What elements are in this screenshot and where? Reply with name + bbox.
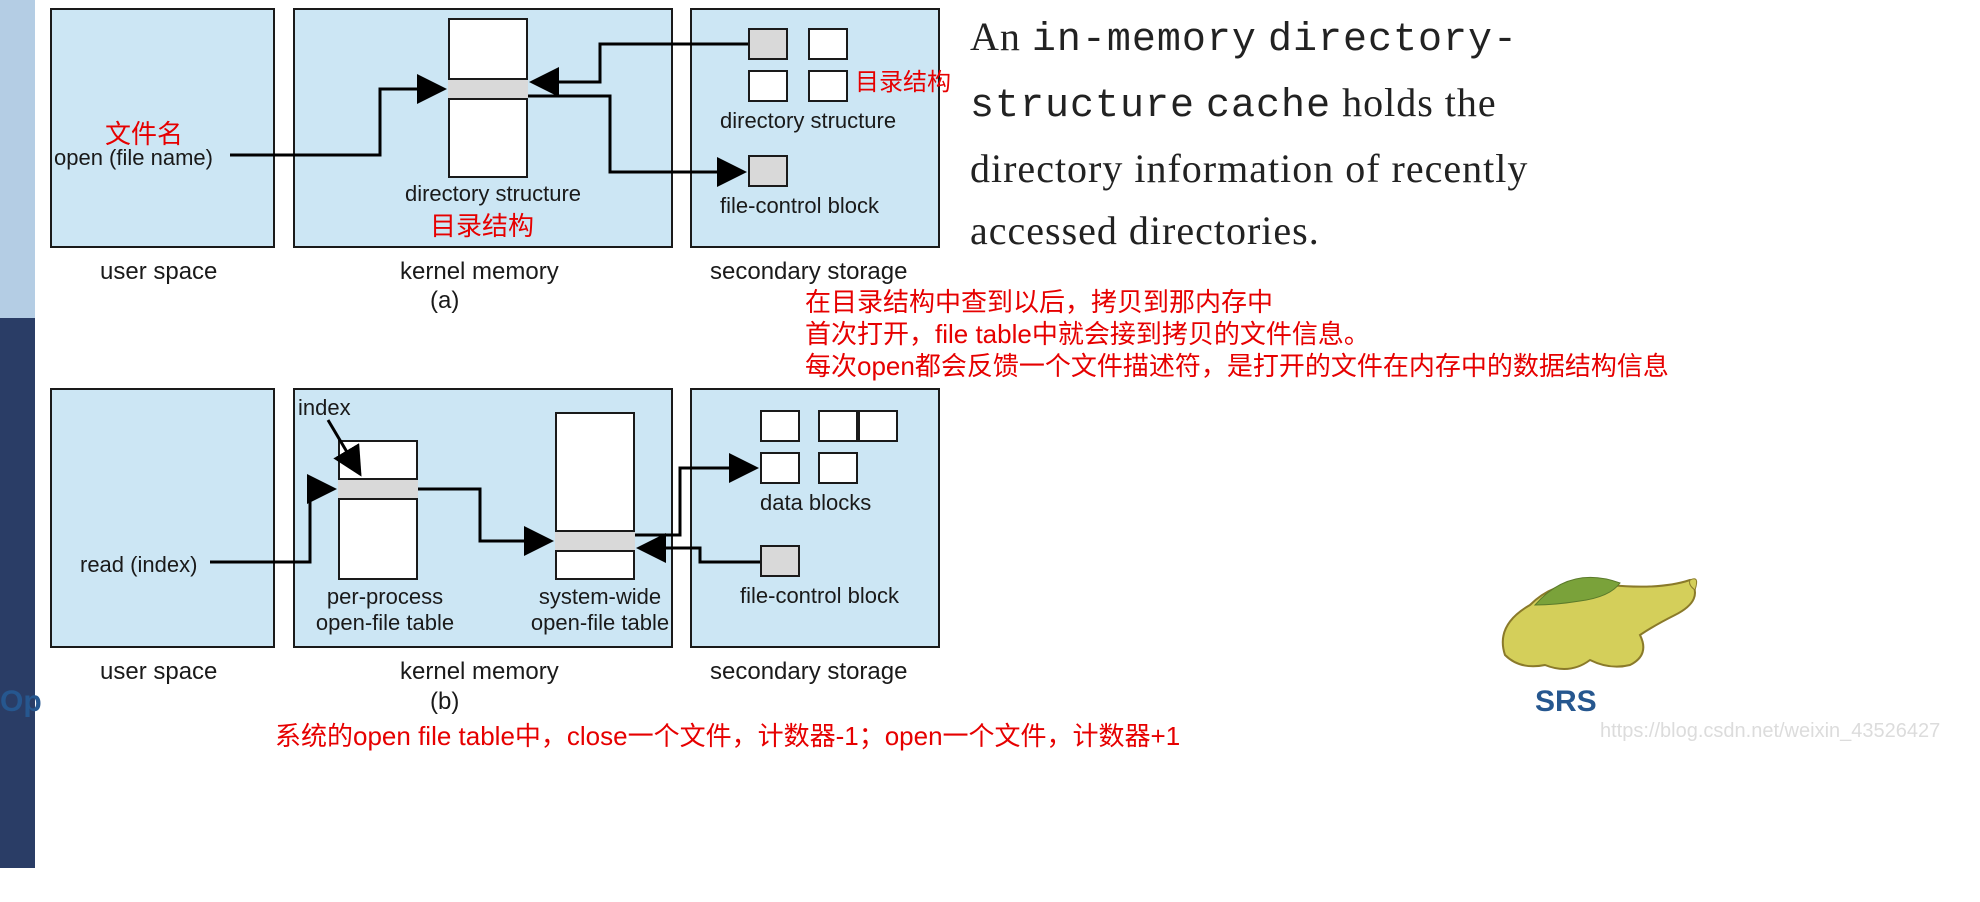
a-sec-dir-gray — [748, 28, 788, 60]
a-sec-fcb-box — [748, 155, 788, 187]
red-note-bottom: 系统的open file table中，close一个文件，计数器-1；open… — [275, 716, 1180, 753]
dinosaur-logo — [1490, 535, 1710, 685]
b-perproc-l1: per-process — [327, 584, 443, 609]
para-tt1: in-memory — [1032, 18, 1257, 63]
a-kernel-dirstruct-label: directory structure — [388, 181, 598, 207]
srs-label: SRS — [1535, 685, 1597, 719]
b-index-label: index — [298, 395, 351, 421]
a-sec-dir-w1 — [808, 28, 848, 60]
b-data-2 — [818, 410, 858, 442]
b-syswide-l2: open-file table — [531, 610, 669, 635]
a-figure-id: (a) — [430, 287, 459, 315]
para-prefix: An — [970, 14, 1032, 59]
b-data-3 — [760, 452, 800, 484]
b-kernel-label: kernel memory — [400, 658, 559, 686]
annotation-dirstruct-cn: 目录结构 — [430, 206, 534, 243]
a-sec-dir-w3 — [808, 70, 848, 102]
b-sec-panel — [690, 388, 940, 648]
b-data-1 — [760, 410, 800, 442]
b-data-label: data blocks — [760, 490, 871, 516]
a-kernel-dirstruct-row — [448, 78, 528, 100]
b-perproc-l2: open-file table — [316, 610, 454, 635]
b-user-text: read (index) — [80, 552, 280, 578]
a-kernel-label: kernel memory — [400, 258, 559, 286]
b-syswide-box — [555, 412, 635, 580]
b-fcb-label: file-control block — [740, 583, 899, 609]
annotation-dirstruct-right: 目录结构 — [855, 62, 951, 97]
b-perproc-row — [338, 478, 418, 500]
b-syswide-l1: system-wide — [539, 584, 661, 609]
b-syswide-row — [555, 530, 635, 552]
b-perproc-label: per-process open-file table — [300, 584, 470, 637]
red-note-3: 每次open都会反馈一个文件描述符，是打开的文件在内存中的数据结构信息 — [805, 346, 1669, 383]
b-figure-id: (b) — [430, 688, 459, 716]
op-label: Op — [0, 685, 42, 719]
b-user-space-panel: read (index) — [50, 388, 275, 648]
b-sec-label: secondary storage — [710, 658, 907, 686]
a-user-space-label: user space — [100, 258, 217, 286]
a-sec-fcb-label: file-control block — [720, 193, 940, 219]
explanatory-paragraph: An in-memory directory-structure cache h… — [970, 6, 1560, 262]
b-data-4 — [818, 452, 858, 484]
para-tt3: cache — [1206, 84, 1331, 129]
a-sec-dir-w2 — [748, 70, 788, 102]
sidebar-dark — [0, 318, 35, 868]
a-sec-dir-label: directory structure — [720, 108, 940, 134]
watermark: https://blog.csdn.net/weixin_43526427 — [1600, 720, 1940, 743]
b-syswide-label: system-wide open-file table — [510, 584, 690, 637]
b-data-2b — [858, 410, 898, 442]
b-user-label: user space — [100, 658, 217, 686]
b-fcb-box — [760, 545, 800, 577]
annotation-filename: 文件名 — [105, 114, 183, 151]
sidebar-light — [0, 0, 35, 318]
b-perproc-box — [338, 440, 418, 580]
